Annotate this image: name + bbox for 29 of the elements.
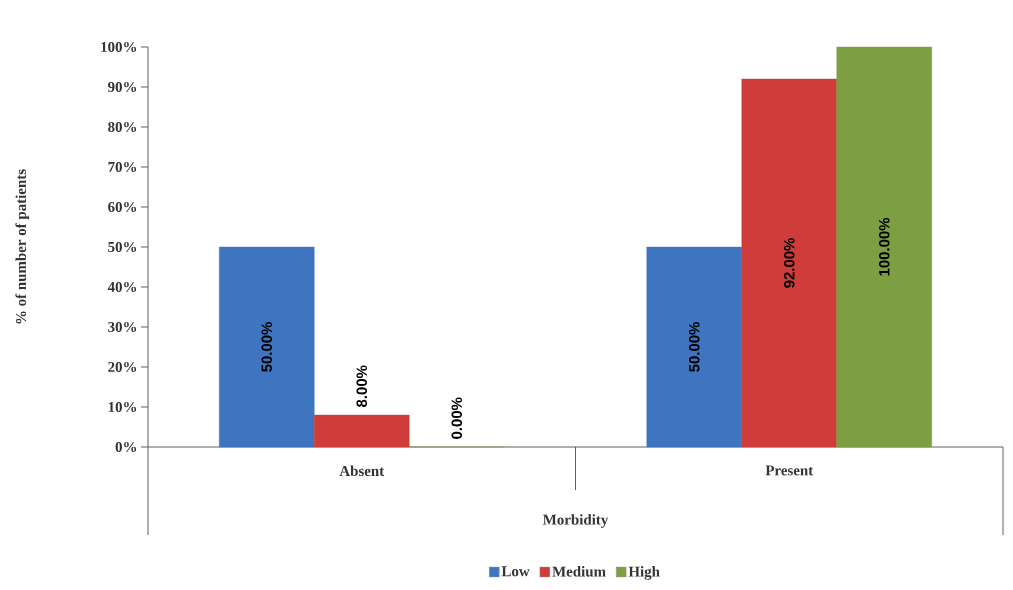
x-axis-title: Morbidity: [542, 514, 609, 528]
y-tick-label: 100%: [101, 41, 137, 53]
legend-label: Low: [501, 566, 530, 577]
y-tick-label: 70%: [108, 161, 137, 173]
y-tick-label: 30%: [108, 321, 137, 333]
x-tick-label: Present: [765, 465, 814, 476]
y-tick-label: 20%: [108, 361, 137, 373]
data-label: 50.00%: [261, 322, 273, 372]
y-tick-label: 50%: [108, 241, 137, 253]
legend-label: Medium: [552, 566, 606, 577]
y-tick-label: 40%: [107, 281, 137, 293]
bar: [646, 246, 742, 448]
data-label: 100.00%: [878, 217, 890, 276]
y-tick-label: 60%: [108, 201, 137, 213]
x-tick-label: Absent: [339, 465, 385, 477]
bar: [741, 78, 837, 448]
y-tick-label: 80%: [108, 121, 137, 133]
y-tick-label: 90%: [108, 81, 137, 93]
y-axis-title: % of number of patients: [15, 169, 30, 324]
y-tick-label: 0%: [115, 441, 137, 453]
legend-label: High: [628, 566, 660, 580]
data-label: 8.00%: [356, 365, 368, 408]
bar: [836, 46, 932, 448]
y-tick-label: 10%: [108, 401, 137, 413]
bar: [314, 414, 410, 448]
data-label: 92.00%: [783, 238, 795, 288]
data-label: 0.00%: [451, 397, 463, 439]
data-label: 50.00%: [688, 322, 700, 372]
bar: [219, 246, 315, 448]
